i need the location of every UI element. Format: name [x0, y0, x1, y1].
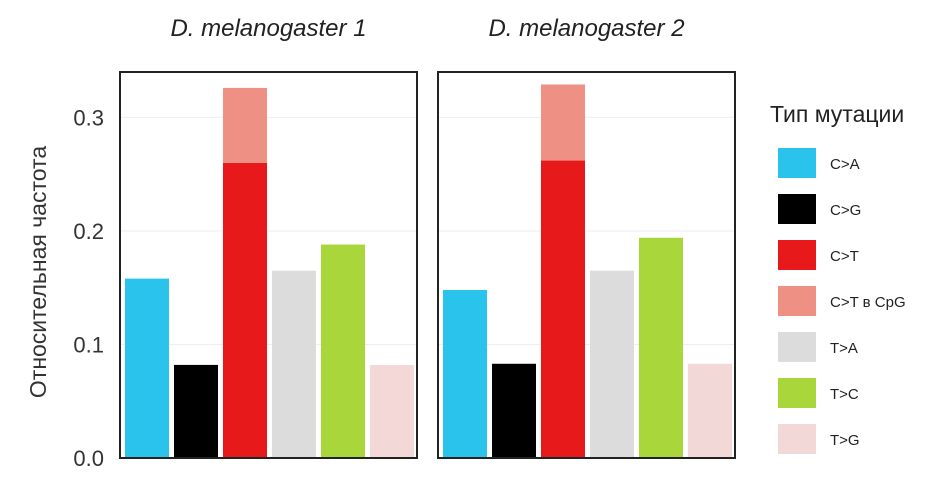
y-axis-title: Относительная частота [25, 146, 51, 398]
legend-swatch [778, 286, 816, 316]
bar-tg [370, 364, 414, 458]
panel-title: D. melanogaster 2 [488, 15, 684, 42]
legend-label: T>G [830, 432, 860, 449]
y-tick-label: 0.3 [73, 105, 104, 130]
bar-tg [688, 363, 732, 458]
panel-frame [437, 71, 736, 459]
legend-swatch [778, 194, 816, 224]
bar-segment-ct-cpg [223, 87, 267, 163]
legend-label: C>G [830, 202, 861, 219]
bar-tc [321, 244, 365, 458]
legend-title: Тип мутации [770, 101, 904, 127]
panel-frame [119, 71, 418, 459]
legend-swatch [778, 148, 816, 178]
bar-ca [125, 278, 169, 458]
y-tick-label: 0.0 [73, 446, 104, 471]
bar-segment-ct-cpg [541, 84, 585, 161]
legend-label: C>A [830, 156, 860, 173]
legend-swatch [778, 424, 816, 454]
bar-ct [541, 160, 585, 458]
bar-ct [223, 162, 267, 458]
y-tick-label: 0.2 [73, 219, 104, 244]
legend-swatch [778, 378, 816, 408]
legend-swatch [778, 240, 816, 270]
panel-1: D. melanogaster 1 [119, 15, 418, 459]
legend-label: T>A [830, 340, 858, 357]
bar-cg [174, 364, 218, 458]
y-axis-ticks: 0.0 0.1 0.2 0.3 [73, 105, 104, 471]
legend: Тип мутации C>A C>G C>T C>T в CpG T>A T>C T>G [770, 101, 906, 454]
panel-title: D. melanogaster 1 [170, 15, 366, 42]
legend-label: T>C [830, 386, 859, 403]
legend-label: C>T [830, 248, 859, 265]
chart-panels: D. melanogaster 1 D. melanogaster 2 [119, 15, 736, 459]
bar-ca [443, 289, 487, 458]
bar-ta [590, 270, 634, 458]
panel-2: D. melanogaster 2 [437, 15, 736, 459]
legend-swatch [778, 332, 816, 362]
bar-ta [272, 270, 316, 458]
legend-label: C>T в CpG [830, 294, 906, 311]
bar-tc [639, 237, 683, 458]
y-tick-label: 0.1 [73, 332, 104, 357]
bar-cg [492, 363, 536, 458]
